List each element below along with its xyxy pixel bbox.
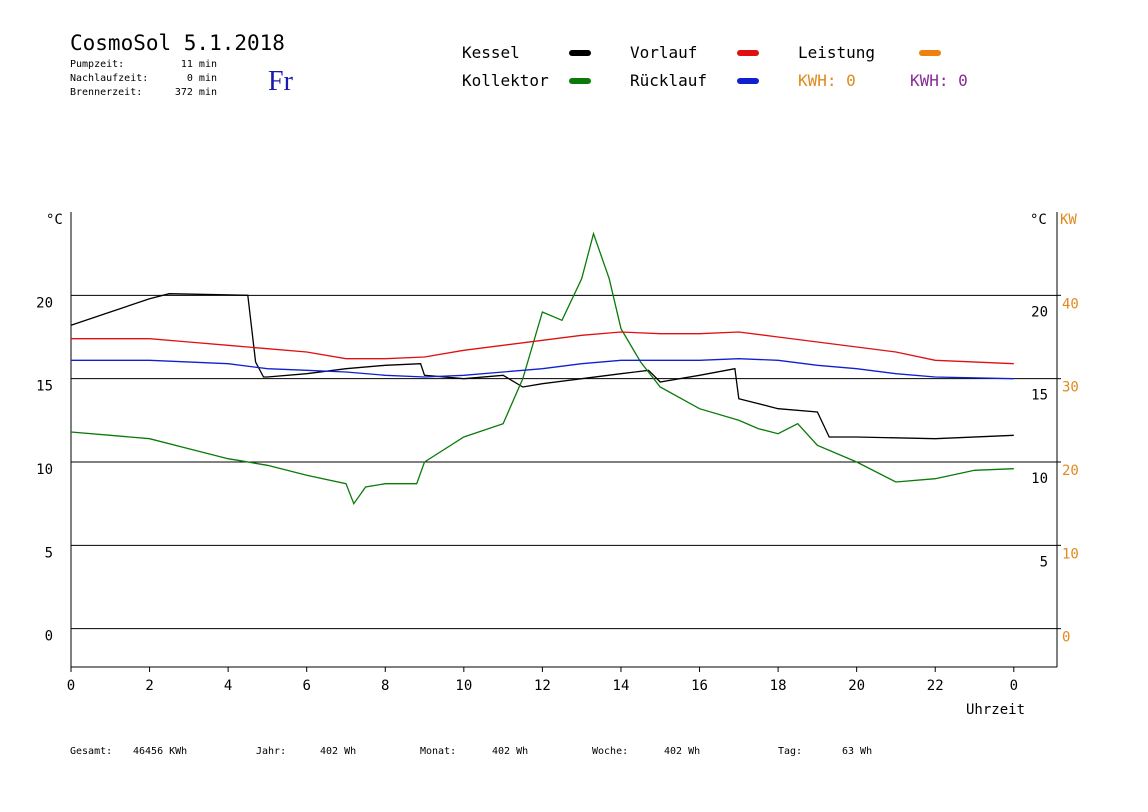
weekday: Fr bbox=[268, 66, 294, 97]
series-line bbox=[70, 231, 1014, 506]
total-value: 63 Wh bbox=[842, 746, 872, 757]
y2-celsius-tick-label: 20 bbox=[1031, 304, 1048, 320]
total-value: 402 Wh bbox=[492, 746, 528, 757]
series-line bbox=[71, 358, 1014, 380]
y2-tick-label: 40 bbox=[1062, 296, 1079, 312]
legend-label: Rücklauf bbox=[630, 71, 707, 90]
y2-tick-label: 30 bbox=[1062, 380, 1079, 396]
x-tick-label: 4 bbox=[224, 678, 232, 694]
x-tick-label: 22 bbox=[927, 678, 944, 694]
x-axis-label: Uhrzeit bbox=[966, 702, 1025, 718]
stat-label: Pumpzeit: bbox=[70, 59, 124, 70]
y2-axis-label: KW bbox=[1060, 212, 1077, 228]
y-tick-label: 20 bbox=[36, 295, 53, 311]
total-label: Woche: bbox=[592, 746, 628, 757]
total-label: Monat: bbox=[420, 746, 456, 757]
series-line bbox=[70, 293, 1014, 440]
y-axis-label: °C bbox=[46, 212, 63, 228]
x-tick-label: 12 bbox=[534, 678, 551, 694]
y2-celsius-tick-label: 15 bbox=[1031, 388, 1048, 404]
total-label: Gesamt: bbox=[70, 746, 112, 757]
y2-tick-label: 20 bbox=[1062, 463, 1079, 479]
stat-value: 372 min bbox=[175, 87, 217, 98]
y2-celsius-label: °C bbox=[1030, 212, 1047, 228]
x-tick-label: 10 bbox=[455, 678, 472, 694]
x-tick-label: 14 bbox=[613, 678, 630, 694]
total-label: Jahr: bbox=[256, 746, 286, 757]
x-tick-label: 2 bbox=[145, 678, 153, 694]
total-value: 46456 KWh bbox=[133, 746, 187, 757]
total-label: Tag: bbox=[778, 746, 802, 757]
stat-label: Nachlaufzeit: bbox=[70, 73, 148, 84]
legend-label: Kessel bbox=[462, 43, 520, 62]
y2-tick-label: 10 bbox=[1062, 546, 1079, 562]
y-tick-label: 15 bbox=[36, 379, 53, 395]
x-tick-label: 0 bbox=[1010, 678, 1018, 694]
x-tick-label: 16 bbox=[691, 678, 708, 694]
total-value: 402 Wh bbox=[320, 746, 356, 757]
x-tick-label: 8 bbox=[381, 678, 389, 694]
legend-label: Leistung bbox=[798, 43, 875, 62]
x-tick-label: 20 bbox=[848, 678, 865, 694]
y-tick-label: 10 bbox=[36, 462, 53, 478]
kwh-annotation: KWH: 0 bbox=[910, 71, 968, 90]
x-tick-label: 0 bbox=[67, 678, 75, 694]
stat-value: 0 min bbox=[187, 73, 217, 84]
y-tick-label: 5 bbox=[45, 545, 53, 561]
stat-label: Brennerzeit: bbox=[70, 87, 142, 98]
x-tick-label: 6 bbox=[302, 678, 310, 694]
y2-celsius-tick-label: 10 bbox=[1031, 471, 1048, 487]
legend-label: Vorlauf bbox=[630, 43, 697, 62]
series-line bbox=[71, 331, 1014, 365]
y-tick-label: 0 bbox=[45, 629, 53, 645]
y2-celsius-tick-label: 5 bbox=[1040, 554, 1048, 570]
x-tick-label: 18 bbox=[770, 678, 787, 694]
legend-label: Kollektor bbox=[462, 71, 549, 90]
kwh-annotation: KWH: 0 bbox=[798, 71, 856, 90]
total-value: 402 Wh bbox=[664, 746, 700, 757]
chart-title: CosmoSol 5.1.2018 bbox=[70, 31, 285, 55]
y2-tick-label: 0 bbox=[1062, 630, 1070, 646]
stat-value: 11 min bbox=[181, 59, 217, 70]
